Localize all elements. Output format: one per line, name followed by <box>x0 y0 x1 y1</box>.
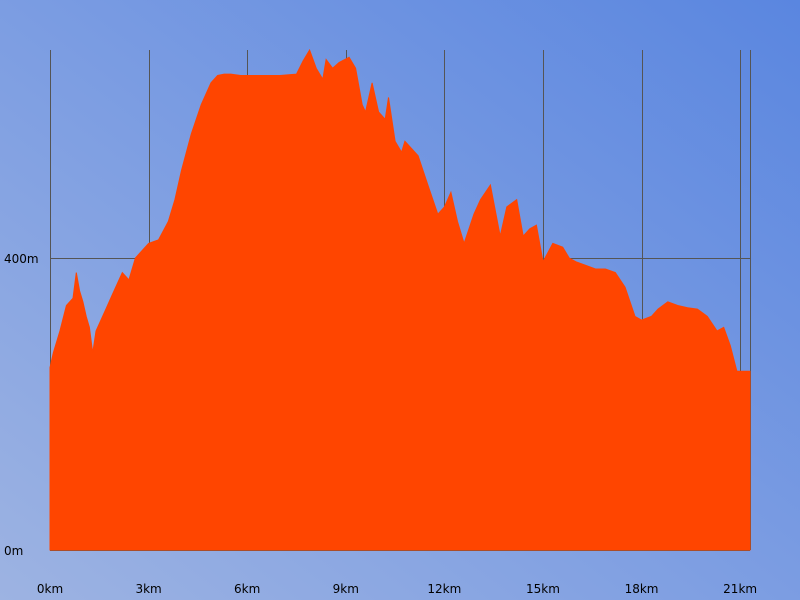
y-tick-label: 0m <box>4 544 23 558</box>
x-tick-label: 6km <box>234 582 260 596</box>
y-tick-label: 400m <box>4 252 39 266</box>
x-tick-label: 9km <box>333 582 359 596</box>
x-tick-label: 3km <box>135 582 161 596</box>
y-axis-tick-labels: 0m 400m <box>4 252 39 558</box>
x-tick-label: 21km <box>723 582 757 596</box>
x-tick-label: 0km <box>37 582 63 596</box>
x-tick-label: 15km <box>526 582 560 596</box>
elevation-area-series <box>49 48 751 551</box>
x-tick-label: 12km <box>427 582 461 596</box>
x-tick-label: 18km <box>625 582 659 596</box>
x-axis-tick-labels: 0km 3km 6km 9km 12km 15km 18km 21km <box>37 582 757 596</box>
